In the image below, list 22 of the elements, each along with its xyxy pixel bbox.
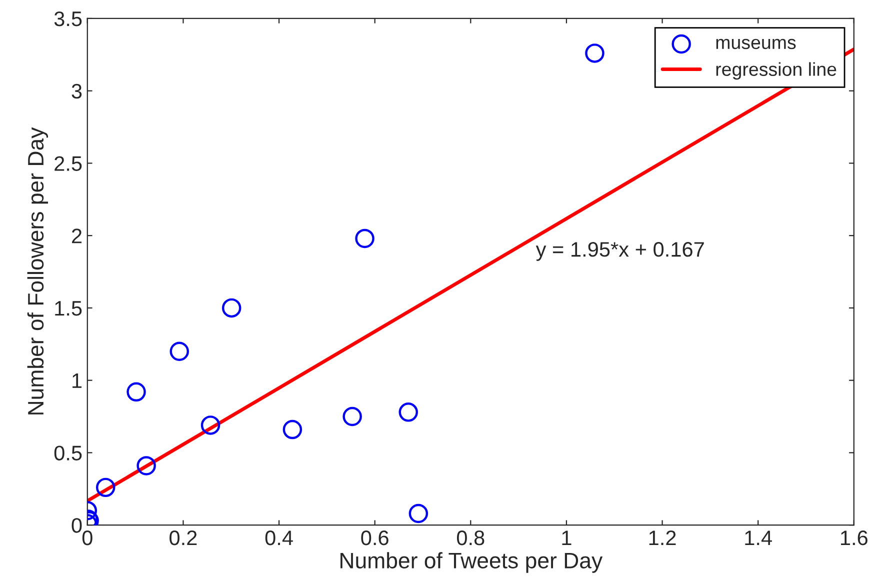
x-tick-label: 0.8 xyxy=(456,530,484,546)
x-tick-label: 1.6 xyxy=(841,530,868,546)
y-tick-label: 3.5 xyxy=(54,11,82,26)
legend-label: museums xyxy=(716,38,796,50)
y-tick-label: 2.5 xyxy=(54,156,82,171)
x-tick-label: 1 xyxy=(562,530,572,546)
y-tick-label: 2 xyxy=(72,228,82,244)
x-tick-label: 0.6 xyxy=(361,530,388,546)
y-tick-label: 1.5 xyxy=(55,301,82,316)
x-axis-title: Number of Tweets per Day xyxy=(340,552,603,573)
annotation: y = 1.95*x + 0.167 xyxy=(536,242,704,261)
x-tick-label: 1.2 xyxy=(649,530,676,546)
x-tick-label: 0.4 xyxy=(265,530,293,546)
x-tick-label: 0 xyxy=(82,530,92,546)
legend-label: regression line xyxy=(716,62,836,80)
x-tick-label: 0.2 xyxy=(170,530,197,546)
x-tick-label: 1.4 xyxy=(745,530,772,546)
y-tick-label: 0.5 xyxy=(54,446,82,460)
y-tick-label: 0 xyxy=(72,518,82,533)
y-tick-label: 3 xyxy=(72,84,82,99)
y-axis-title: Number of Followers per Day xyxy=(27,127,48,414)
y-tick-label: 1 xyxy=(72,374,82,388)
